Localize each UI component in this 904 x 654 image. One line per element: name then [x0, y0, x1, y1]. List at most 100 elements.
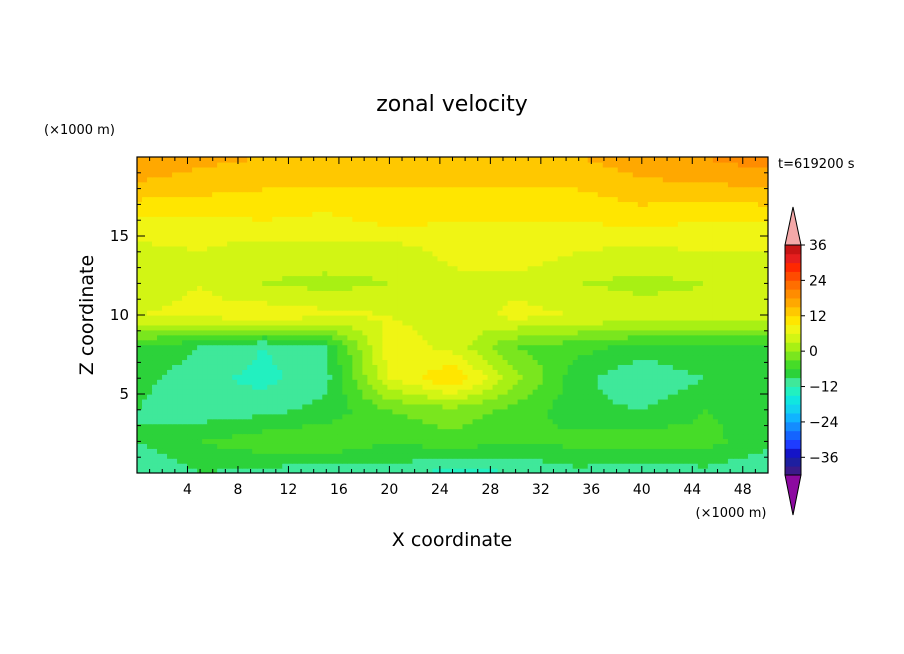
- field-cell: [412, 433, 419, 440]
- field-cell: [687, 369, 694, 375]
- field-cell: [397, 384, 404, 390]
- field-cell: [177, 354, 183, 361]
- field-cell: [477, 280, 484, 286]
- field-cell: [312, 319, 318, 326]
- field-cell: [192, 290, 198, 296]
- field-cell: [707, 300, 714, 306]
- field-cell: [202, 448, 208, 454]
- field-cell: [392, 339, 399, 346]
- field-cell: [362, 275, 368, 282]
- field-cell: [367, 359, 373, 365]
- field-cell: [292, 305, 298, 311]
- field-cell: [482, 384, 489, 390]
- field-cell: [517, 379, 524, 385]
- field-cell: [257, 398, 263, 405]
- field-cell: [217, 443, 223, 449]
- field-cell: [407, 310, 414, 316]
- field-cell: [212, 374, 218, 380]
- field-cell: [547, 453, 554, 459]
- field-cell: [232, 379, 238, 385]
- field-cell: [392, 403, 399, 410]
- field-cell: [257, 418, 263, 425]
- field-cell: [252, 374, 258, 380]
- field-cell: [672, 310, 679, 316]
- field-cell: [272, 394, 278, 400]
- field-cell: [292, 369, 298, 375]
- field-cell: [522, 423, 529, 430]
- field-cell: [742, 403, 749, 410]
- field-cell: [657, 398, 664, 405]
- field-cell: [207, 433, 213, 440]
- field-cell: [257, 384, 263, 390]
- field-cell: [637, 384, 644, 390]
- field-cell: [642, 408, 649, 415]
- field-cell: [662, 295, 669, 301]
- field-cell: [487, 438, 494, 444]
- field-cell: [507, 423, 514, 430]
- field-cell: [717, 423, 724, 430]
- field-cell: [412, 408, 419, 415]
- field-cell: [407, 433, 414, 440]
- field-cell: [557, 344, 564, 351]
- field-cell: [172, 359, 178, 365]
- field-cell: [612, 329, 619, 336]
- field-cell: [242, 463, 248, 469]
- field-cell: [732, 413, 739, 420]
- field-cell: [342, 339, 348, 346]
- field-cell: [662, 344, 669, 351]
- field-cell: [417, 339, 424, 346]
- field-cell: [302, 349, 308, 356]
- field-cell: [177, 384, 183, 390]
- field-cell: [172, 408, 178, 415]
- field-cell: [467, 310, 474, 316]
- field-cell: [337, 413, 343, 420]
- field-cell: [667, 428, 674, 435]
- field-cell: [242, 344, 248, 351]
- field-cell: [512, 423, 519, 430]
- field-cell: [592, 428, 599, 435]
- field-cell: [322, 374, 328, 380]
- field-cell: [342, 290, 348, 296]
- field-cell: [682, 285, 689, 291]
- field-cell: [307, 374, 313, 380]
- field-cell: [652, 295, 659, 301]
- field-cell: [657, 280, 664, 286]
- field-cell: [397, 315, 404, 321]
- field-cell: [737, 438, 744, 444]
- field-cell: [682, 310, 689, 316]
- field-cell: [582, 433, 589, 440]
- field-cell: [607, 364, 614, 370]
- field-cell: [637, 339, 644, 346]
- field-cell: [692, 315, 699, 321]
- field-cell: [747, 334, 754, 341]
- field-cell: [562, 438, 569, 444]
- field-cell: [277, 433, 283, 440]
- field-cell: [497, 394, 504, 400]
- field-cell: [752, 319, 759, 326]
- field-cell: [637, 310, 644, 316]
- field-cell: [162, 310, 168, 316]
- field-cell: [632, 324, 639, 331]
- field-cell: [427, 349, 434, 356]
- field-cell: [552, 448, 559, 454]
- field-cell: [637, 374, 644, 380]
- field-cell: [197, 394, 203, 400]
- field-cell: [442, 359, 449, 365]
- field-cell: [622, 285, 629, 291]
- field-cell: [682, 300, 689, 306]
- field-cell: [422, 463, 429, 469]
- field-cell: [507, 364, 514, 370]
- field-cell: [252, 428, 258, 435]
- field-cell: [252, 319, 258, 326]
- field-cell: [612, 433, 619, 440]
- field-cell: [422, 433, 429, 440]
- field-cell: [322, 305, 328, 311]
- field-cell: [227, 443, 233, 449]
- field-cell: [422, 305, 429, 311]
- field-cell: [742, 408, 749, 415]
- field-cell: [337, 275, 343, 282]
- field-cell: [682, 290, 689, 296]
- field-cell: [262, 458, 268, 464]
- field-cell: [137, 319, 143, 326]
- field-cell: [372, 384, 378, 390]
